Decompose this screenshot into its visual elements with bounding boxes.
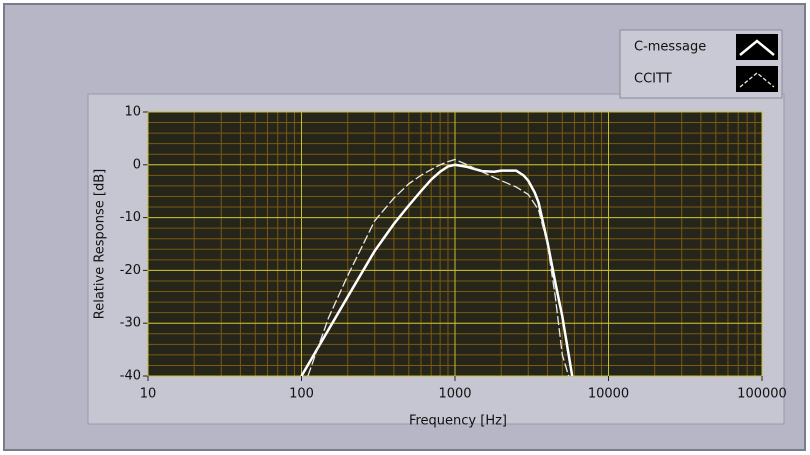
legend-swatch-bg — [736, 34, 778, 60]
legend-label: C-message — [634, 40, 706, 55]
legend-swatch-bg — [736, 66, 778, 92]
legend-swatch — [739, 72, 775, 88]
x-tick-label: 100000 — [737, 387, 787, 402]
y-tick-label: -40 — [120, 369, 141, 384]
x-tick-label: 10 — [140, 387, 157, 402]
x-tick-label: 10000 — [588, 387, 629, 402]
y-tick-label: -10 — [120, 210, 141, 225]
y-axis-label: Relative Response [dB] — [93, 169, 108, 319]
legend-label: CCITT — [634, 72, 672, 87]
x-tick-label: 100 — [289, 387, 314, 402]
x-axis-label: Frequency [Hz] — [409, 414, 507, 429]
y-tick-label: -20 — [120, 263, 141, 278]
x-tick-label: 1000 — [438, 387, 471, 402]
y-tick-label: 0 — [133, 157, 141, 172]
legend-swatch — [739, 39, 775, 56]
y-tick-label: 10 — [124, 105, 141, 120]
y-tick-label: -30 — [120, 316, 141, 331]
